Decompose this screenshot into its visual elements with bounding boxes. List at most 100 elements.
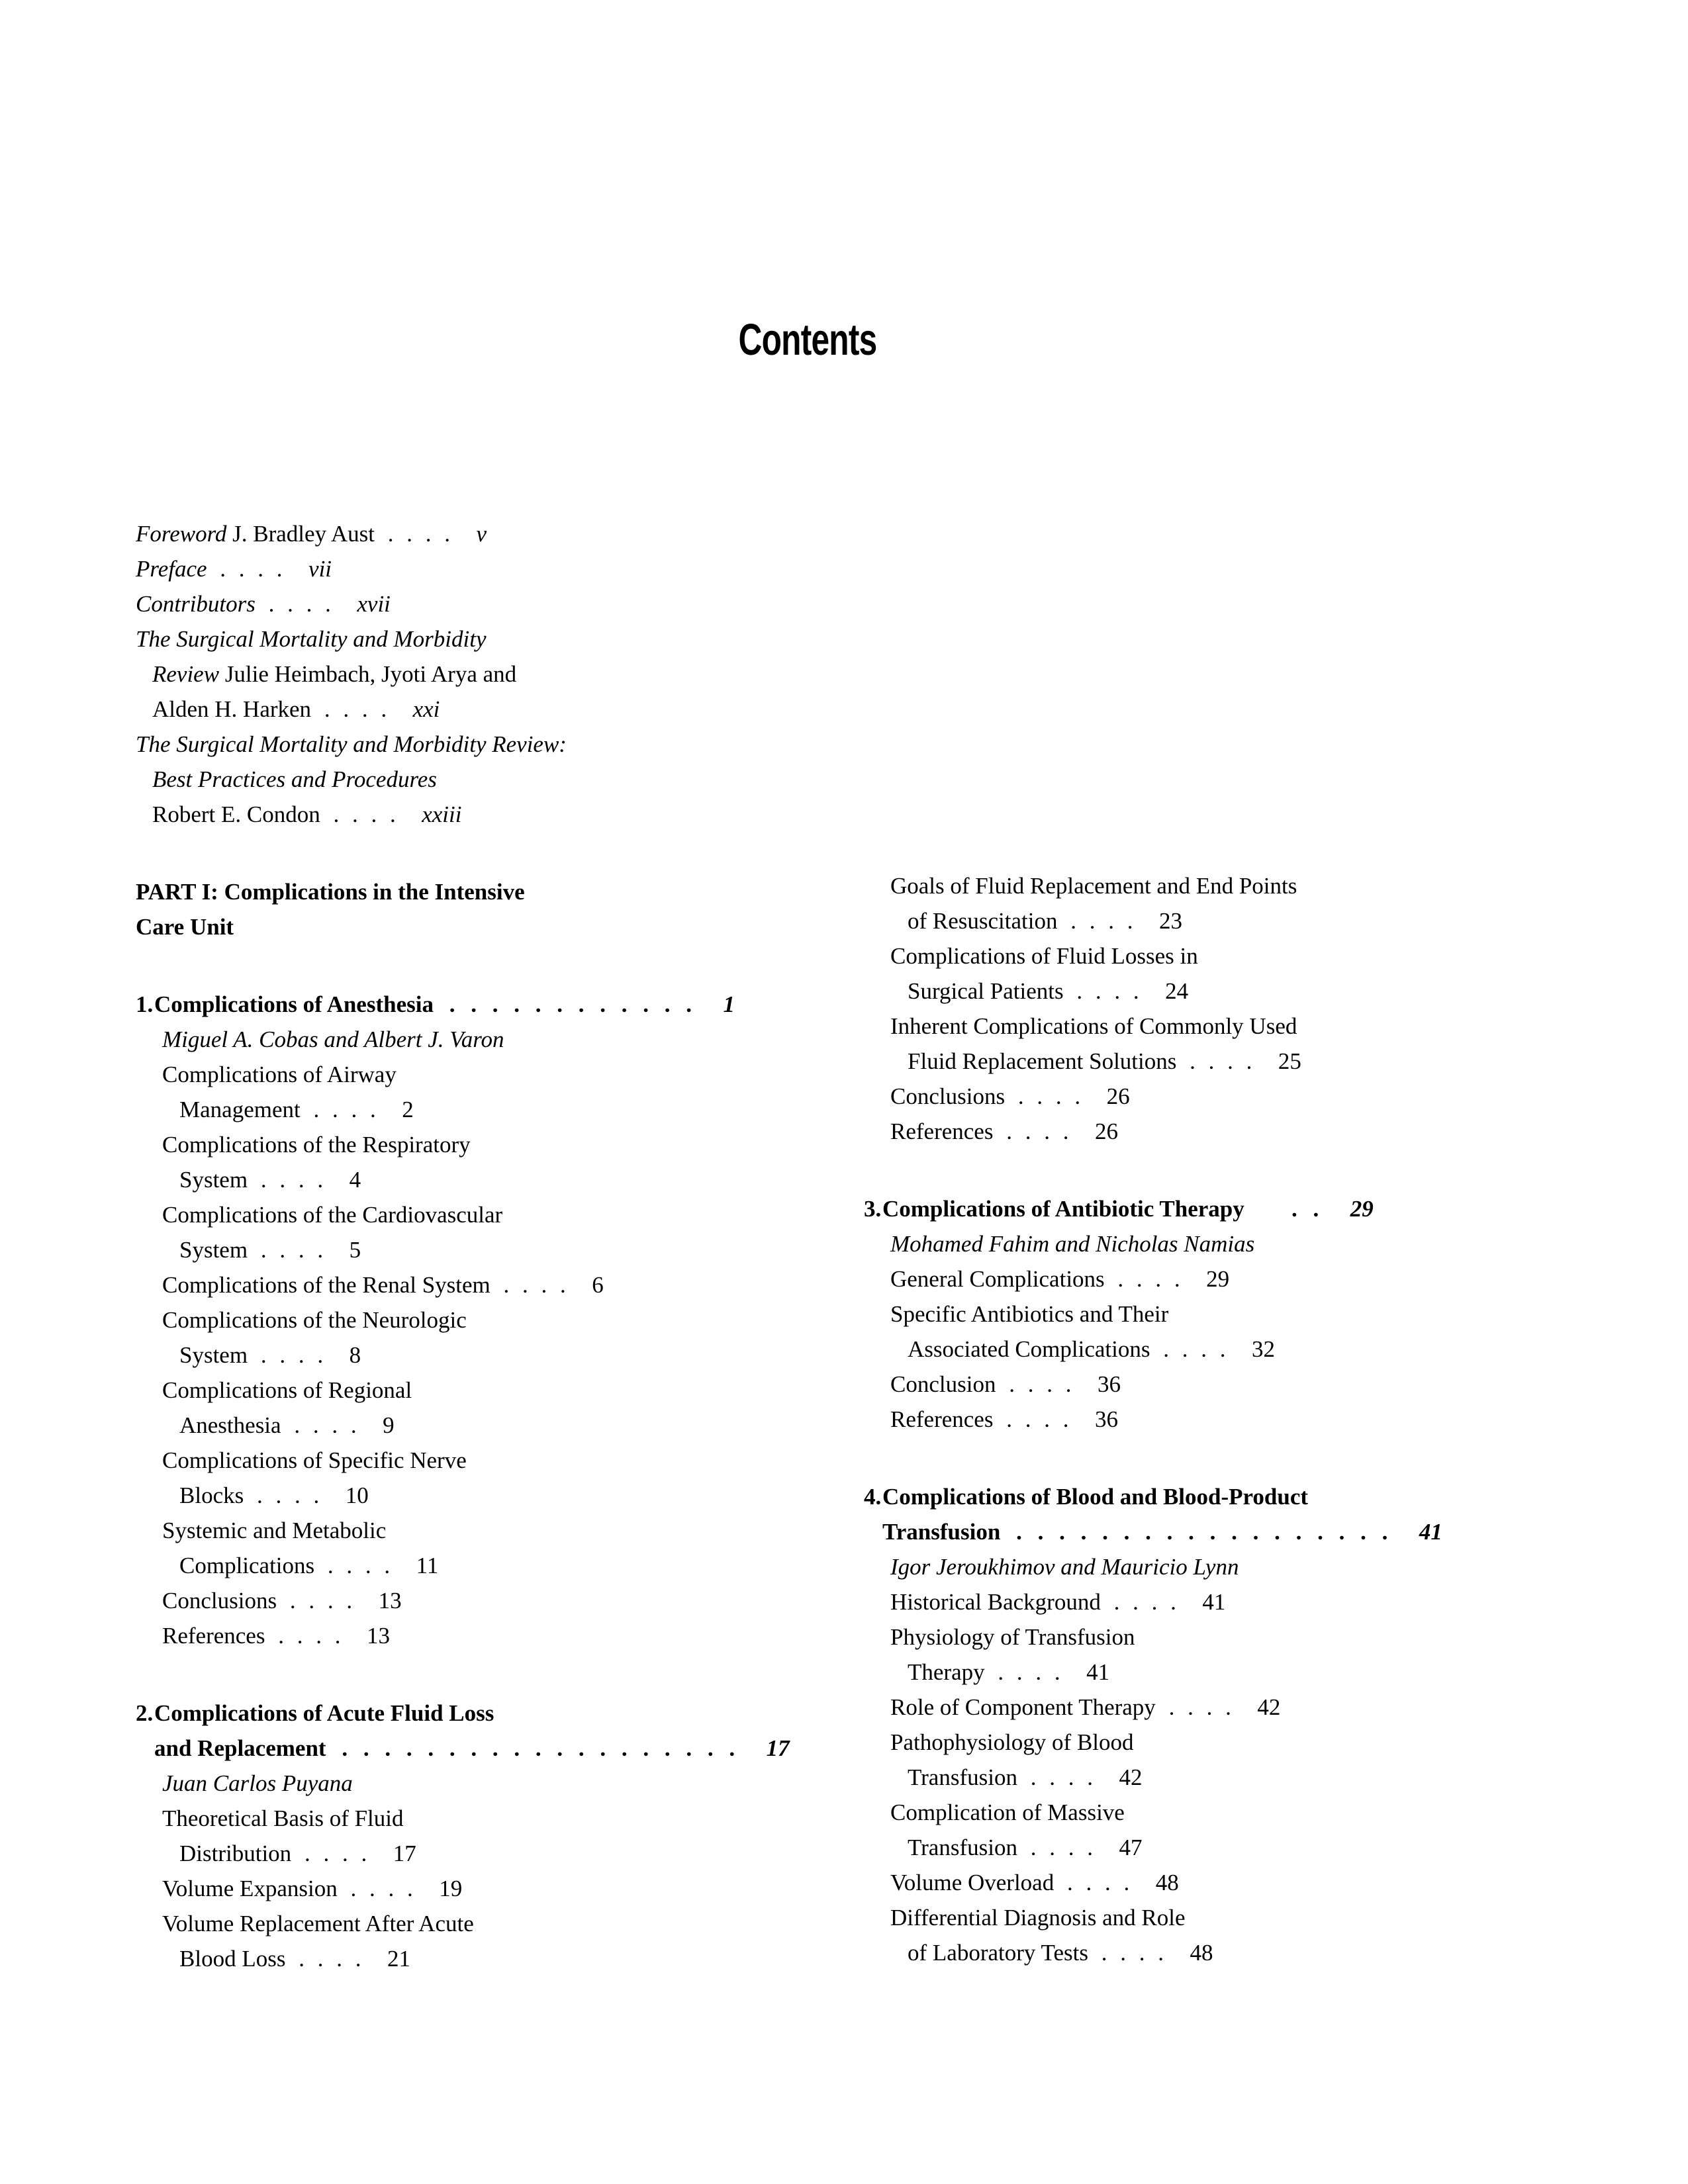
chapter-number: 2. — [136, 1700, 154, 1726]
text-segment: Complications of Acute Fluid Loss — [154, 1700, 494, 1726]
dot-leader: . . . . — [490, 1272, 592, 1298]
text-segment: Complications of the Renal System — [162, 1272, 491, 1298]
toc-line: Complications of Regional — [136, 1373, 844, 1408]
toc-line: of Laboratory Tests . . . . 48 — [864, 1935, 1585, 1970]
dot-leader: . . . . — [248, 1237, 350, 1263]
dot-leader: . . . . — [993, 1118, 1095, 1144]
text-segment: Transfusion — [908, 1835, 1017, 1860]
page-number: 11 — [416, 1553, 439, 1578]
text-segment: Transfusion — [908, 1764, 1017, 1790]
text-segment: Therapy — [908, 1659, 985, 1685]
page-number: 26 — [1106, 1083, 1130, 1109]
chapter-page-number: 17 — [766, 1735, 790, 1761]
text-segment: of Laboratory Tests — [908, 1940, 1088, 1966]
page-number: 4 — [349, 1167, 361, 1193]
text-segment: Robert E. Condon — [152, 801, 320, 827]
toc-line: Alden H. Harken . . . . xxi — [136, 692, 844, 727]
text-segment: Complications — [179, 1553, 315, 1578]
toc-line: References . . . . 13 — [136, 1618, 844, 1653]
text-segment: Complications of Antibiotic Therapy — [882, 1196, 1244, 1222]
text-segment: of Resuscitation — [908, 908, 1058, 934]
italic-text-segment: Review — [152, 661, 220, 687]
text-segment: Inherent Complications of Commonly Used — [890, 1013, 1297, 1039]
italic-text-segment: Preface — [136, 556, 207, 582]
text-segment: Complications of the Neurologic — [162, 1307, 467, 1333]
dot-leader: . . . . — [1088, 1940, 1190, 1966]
page-title: Contents — [738, 315, 878, 365]
toc-line: Theoretical Basis of Fluid — [136, 1801, 844, 1836]
dot-leader: . . . . — [1017, 1835, 1119, 1860]
page-number: 47 — [1119, 1835, 1143, 1860]
left-column: Foreword J. Bradley Aust . . . . v Prefac… — [136, 516, 844, 1976]
dot-leader: . . . . — [1063, 978, 1166, 1004]
page-number: 10 — [345, 1482, 369, 1508]
text-segment: Complications of Anesthesia — [154, 991, 434, 1017]
dot-leader: . . . . — [337, 1876, 440, 1901]
chapter-4: 4.Complications of Blood and Blood-Produ… — [864, 1479, 1585, 1970]
italic-text-segment: The Surgical Mortality and Morbidity — [136, 626, 487, 652]
toc-line: Associated Complications . . . . 32 — [864, 1332, 1585, 1367]
right-column: Goals of Fluid Replacement and End Point… — [864, 868, 1585, 1970]
text-segment: Care Unit — [136, 914, 234, 940]
text-segment: Physiology of Transfusion — [890, 1624, 1135, 1650]
text-segment: Transfusion — [882, 1519, 1001, 1545]
page-number: 17 — [393, 1841, 416, 1866]
text-segment: Complications of Blood and Blood-Product — [882, 1484, 1309, 1510]
page-number: 23 — [1159, 908, 1182, 934]
toc-line: The Surgical Mortality and Morbidity Rev… — [136, 727, 844, 762]
text-segment: Complications of Regional — [162, 1377, 412, 1403]
toc-line: Transfusion . . . . . . . . . . . . . . … — [864, 1514, 1585, 1549]
toc-line: Conclusions . . . . 13 — [136, 1583, 844, 1618]
toc-line: Best Practices and Procedures — [136, 762, 844, 797]
toc-line: Goals of Fluid Replacement and End Point… — [864, 868, 1585, 903]
text-segment: and Replacement — [154, 1735, 326, 1761]
toc-line: Surgical Patients . . . . 24 — [864, 974, 1585, 1009]
toc-line: System . . . . 4 — [136, 1162, 844, 1197]
page-number: 42 — [1119, 1764, 1143, 1790]
page-number: 36 — [1097, 1371, 1121, 1397]
text-segment: Systemic and Metabolic — [162, 1518, 387, 1543]
toc-line: Anesthesia . . . . 9 — [136, 1408, 844, 1443]
text-segment: Volume Replacement After Acute — [162, 1911, 474, 1936]
chapter-number: 3. — [864, 1196, 882, 1222]
text-segment: Complications of Specific Nerve — [162, 1447, 467, 1473]
toc-line: Miguel A. Cobas and Albert J. Varon — [136, 1022, 844, 1057]
toc-line: Complications of Airway — [136, 1057, 844, 1092]
toc-line: Conclusion . . . . 36 — [864, 1367, 1585, 1402]
chapter-2: 2.Complications of Acute Fluid Loss and R… — [136, 1696, 844, 1976]
toc-line: Complications of the Cardiovascular — [136, 1197, 844, 1232]
chapter-page-number: 1 — [723, 991, 735, 1017]
toc-line: Inherent Complications of Commonly Used — [864, 1009, 1585, 1044]
toc-line: Specific Antibiotics and Their — [864, 1297, 1585, 1332]
toc-line: Preface . . . . vii — [136, 551, 844, 586]
toc-line: 1.Complications of Anesthesia . . . . . … — [136, 987, 844, 1022]
text-segment: Differential Diagnosis and Role — [890, 1905, 1186, 1931]
toc-line: Fluid Replacement Solutions . . . . 25 — [864, 1044, 1585, 1079]
toc-line: Management . . . . 2 — [136, 1092, 844, 1127]
toc-line: Physiology of Transfusion — [864, 1619, 1585, 1655]
text-segment: References — [162, 1623, 265, 1649]
italic-text-segment: Mohamed Fahim and Nicholas Namias — [890, 1231, 1255, 1257]
dot-leader: . . . . — [248, 1167, 350, 1193]
italic-text-segment: Foreword — [136, 521, 227, 547]
toc-line: Complications of the Respiratory — [136, 1127, 844, 1162]
italic-text-segment: Igor Jeroukhimov and Mauricio Lynn — [890, 1554, 1239, 1580]
text-segment: System — [179, 1342, 248, 1368]
dot-leader: . . . . — [300, 1097, 402, 1122]
text-segment: Julie Heimbach, Jyoti Arya and — [219, 661, 517, 687]
text-segment: System — [179, 1237, 248, 1263]
italic-text-segment: Juan Carlos Puyana — [162, 1770, 353, 1796]
toc-line: Systemic and Metabolic — [136, 1513, 844, 1548]
italic-text-segment: v — [476, 521, 487, 547]
page-number: 42 — [1257, 1694, 1281, 1720]
italic-text-segment: Contributors — [136, 591, 256, 617]
dot-leader: . . . . — [311, 696, 413, 722]
toc-line: Complications of the Renal System . . . … — [136, 1267, 844, 1302]
italic-text-segment: Miguel A. Cobas and Albert J. Varon — [162, 1026, 504, 1052]
dot-leader: . . . . — [320, 801, 422, 827]
text-segment: Blocks — [179, 1482, 244, 1508]
chapter-3: 3.Complications of Antibiotic Therapy . … — [864, 1191, 1585, 1437]
page-number: 19 — [439, 1876, 463, 1901]
dot-leader: . . . . — [993, 1406, 1095, 1432]
dot-leader: . . . . — [1017, 1764, 1119, 1790]
